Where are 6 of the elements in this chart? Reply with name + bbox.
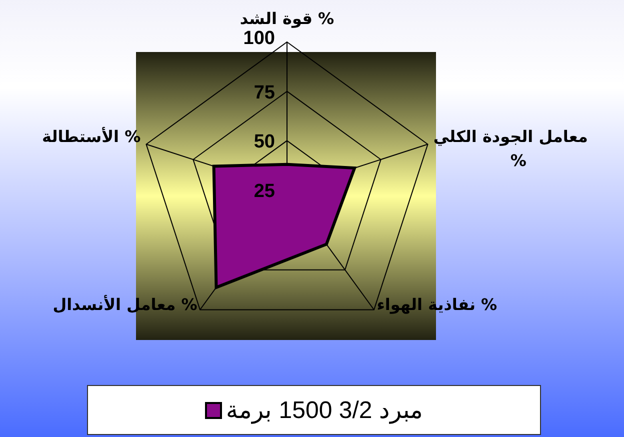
y-tick-label: 75: [254, 82, 276, 104]
spoke-label: قوة الشد %: [240, 9, 334, 28]
y-tick-label: 100: [243, 28, 275, 49]
legend-label: مبرد 3/2 1500 برمة: [226, 396, 423, 424]
y-tick-label: 50: [254, 132, 275, 153]
y-tick-label: 25: [254, 181, 276, 202]
